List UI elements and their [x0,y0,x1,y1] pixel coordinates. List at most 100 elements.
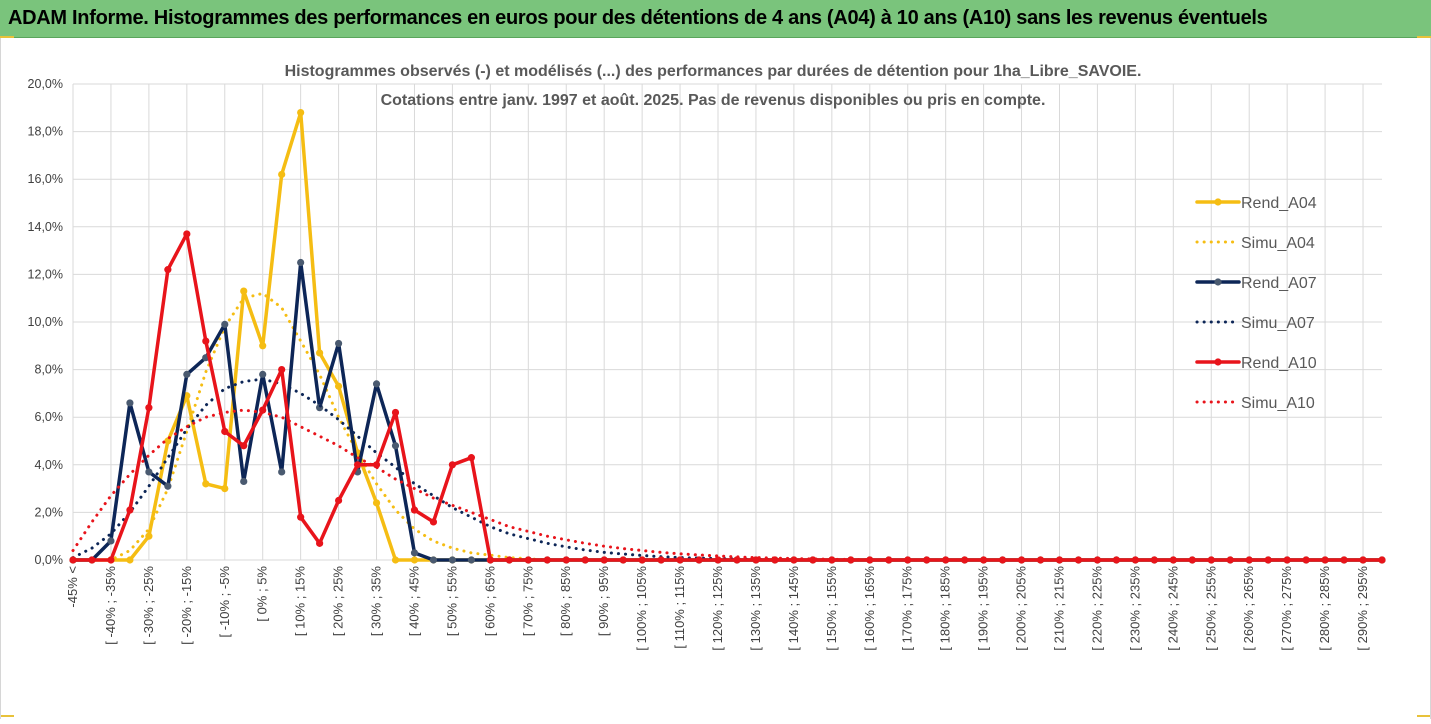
data-point [353,461,362,469]
data-point [1093,556,1102,564]
data-point [638,556,646,564]
x-tick-label: [ 190% ; 195% [976,566,991,651]
chart-title-line1: Histogrammes observés (-) et modélisés (… [285,63,1142,80]
x-tick-label: [ -10% ; -5% [217,566,232,638]
data-point [467,556,475,564]
data-point [1207,556,1215,564]
data-point [1378,556,1386,564]
data-point [145,468,153,476]
data-point [126,506,134,514]
legend-item: Simu_A10 [1195,395,1315,412]
x-tick-label: [ 210% ; 215% [1051,566,1066,651]
y-tick-label: 18,0% [28,125,63,139]
x-tick-label: [ 170% ; 175% [900,566,915,651]
series-line [71,110,1384,562]
series-line [71,260,1384,562]
corner-mark-left [0,36,14,38]
data-point [240,442,248,450]
data-point [942,556,950,564]
report-title: ADAM Informe. Histogrammes des performan… [8,7,1268,29]
performance-histogram-chart: 0,0% 2,0% 4,0% 6,0% 8,0% 10,0% 12,0% 14,0% 16,0%… [28,63,1386,651]
data-point [372,499,381,507]
data-point [202,337,210,345]
data-point [581,556,589,564]
data-point [334,339,343,348]
data-point [657,556,665,564]
series-line [71,408,1384,562]
data-point [543,556,551,564]
series-simu-a10 [71,408,1384,562]
data-point [562,556,570,564]
legend-marker [1214,278,1222,286]
x-axis: -45% < [ -40% ; -35% [ -30% ; -25% [ -20% ;… [65,566,1370,651]
x-tick-label: [ 90% ; 95% [596,566,611,637]
data-point [240,287,248,295]
data-point [126,556,134,564]
data-point [221,427,229,436]
chart-title-line2: Cotations entre janv. 1997 et août. 2025… [381,92,1046,109]
data-point [866,556,874,564]
data-point [259,406,267,414]
y-tick-label: 16,0% [28,172,63,186]
data-point [619,556,627,564]
x-tick-label: [ 270% ; 275% [1279,566,1294,651]
report-banner: ADAM Informe. Histogrammes des performan… [0,0,1431,38]
data-point [1112,556,1121,564]
legend-item: Rend_A04 [1195,195,1317,212]
data-point [145,532,153,540]
data-point [221,485,229,493]
data-point [145,404,153,412]
x-tick-label: [ -40% ; -35% [103,566,118,645]
legend-label: Simu_A10 [1241,395,1315,412]
data-point [410,549,419,557]
x-tick-label: [ -20% ; -15% [179,566,194,645]
data-point [278,170,286,179]
data-point [998,556,1007,564]
data-point [1036,556,1045,564]
y-tick-label: 6,0% [35,410,64,424]
x-tick-label: [ 10% ; 15% [293,566,308,637]
data-point [334,496,343,505]
x-tick-label: [ 140% ; 145% [786,566,801,651]
data-point [297,258,305,267]
x-tick-label: [ 220% ; 225% [1089,566,1104,651]
x-tick-label: [ 240% ; 245% [1165,566,1180,651]
data-point [486,556,494,564]
y-tick-label: 12,0% [28,267,63,281]
y-tick-label: 8,0% [35,363,64,377]
data-point [429,518,438,526]
y-tick-label: 4,0% [35,458,64,472]
y-axis: 0,0% 2,0% 4,0% 6,0% 8,0% 10,0% 12,0% 14,0% 16,0%… [28,77,63,567]
data-point [410,506,419,514]
x-tick-label: [ -30% ; -25% [141,566,156,645]
data-point [1150,556,1158,564]
data-point [259,370,267,378]
x-tick-label: [ 260% ; 265% [1241,566,1256,651]
data-point [69,556,77,564]
y-tick-label: 20,0% [28,77,63,91]
legend-label: Rend_A07 [1241,275,1317,292]
data-point [259,342,267,350]
legend-item: Simu_A07 [1195,315,1315,332]
data-point [278,366,286,374]
data-point [885,556,893,564]
chart-area: 0,0% 2,0% 4,0% 6,0% 8,0% 10,0% 12,0% 14,0% 16,0%… [0,38,1431,719]
legend-marker [1214,358,1222,366]
x-tick-label: [ 280% ; 285% [1317,566,1332,651]
data-point [164,437,172,445]
data-point [448,556,457,564]
y-tick-label: 0,0% [35,553,64,567]
legend-label: Simu_A04 [1241,235,1315,252]
data-point [733,556,741,564]
data-point [297,108,305,117]
legend-label: Simu_A07 [1241,315,1315,332]
data-point [1226,556,1234,564]
legend-item: Rend_A07 [1195,275,1317,292]
legend-label: Rend_A10 [1241,355,1317,372]
data-point [448,461,457,469]
x-tick-label: [ 250% ; 255% [1203,566,1218,651]
data-point [316,349,324,357]
data-point [372,461,381,469]
data-point [183,230,191,238]
series-rend-a04 [69,108,1386,564]
